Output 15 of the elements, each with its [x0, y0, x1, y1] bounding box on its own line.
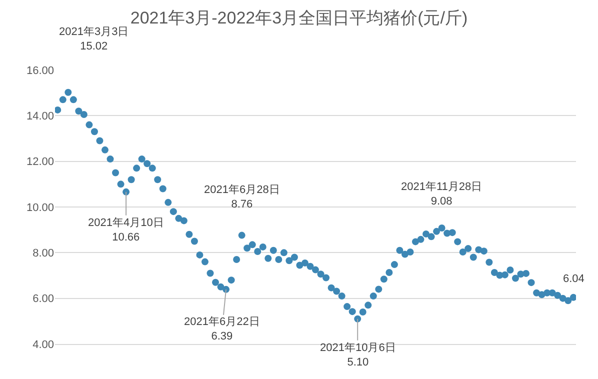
- y-tick-label: 4.00: [32, 338, 54, 351]
- y-tick-label: 8.00: [32, 248, 54, 260]
- y-tick-label: 10.00: [26, 202, 54, 214]
- annotation: 2021年10月6日 5.10: [320, 342, 396, 368]
- annotation: 2021年4月10日 10.66: [88, 217, 164, 244]
- annotation: 2021年6月22日 6.39: [184, 316, 260, 342]
- y-tick-label: 6.00: [32, 293, 54, 306]
- annotation: 6.04: [563, 273, 584, 285]
- annotation: 2021年6月28日 8.76: [204, 184, 280, 210]
- annotation: 2021年11月28日 9.08: [401, 181, 482, 208]
- y-tick-label: 14.00: [26, 110, 54, 123]
- text: 2021年3月3日 15.02: [59, 26, 129, 52]
- y-tick-label: 16.00: [26, 64, 54, 77]
- y-tick-label: 12.00: [26, 156, 54, 168]
- chart-title: 2021年3月-2022年3月全国日平均猪价(元/斤): [130, 8, 468, 28]
